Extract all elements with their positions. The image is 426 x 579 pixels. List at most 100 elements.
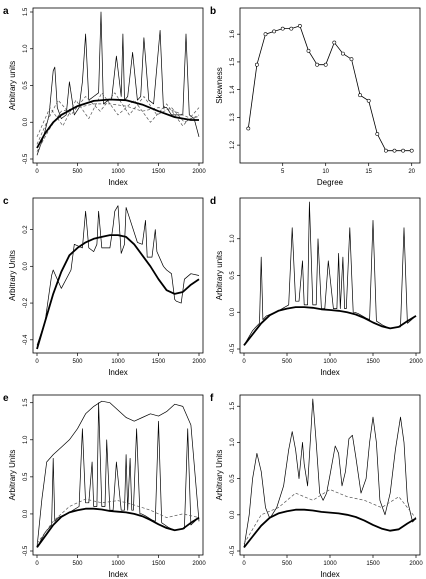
- data-point: [358, 93, 363, 98]
- series-line-thick: [36, 507, 200, 548]
- y-tick-label: -0.4: [23, 334, 29, 345]
- x-tick-label: 500: [282, 561, 293, 567]
- x-tick-label: 10: [322, 169, 329, 175]
- x-tick-label: 0: [242, 561, 246, 567]
- y-tick-label: -0.5: [23, 545, 29, 556]
- y-tick-label: 0.5: [230, 271, 236, 280]
- data-point: [349, 57, 354, 62]
- y-tick-label: 0.0: [23, 117, 29, 126]
- x-tick-label: 500: [282, 359, 293, 365]
- x-tick-label: 2000: [409, 359, 423, 365]
- series-line-dashed: [36, 498, 200, 544]
- series-line-thick: [36, 98, 199, 149]
- x-tick-label: 0: [242, 359, 246, 365]
- y-tick-label: 0.5: [230, 474, 236, 483]
- x-axis-label: Index: [108, 368, 128, 377]
- data-point: [383, 148, 388, 153]
- x-axis-label: Index: [320, 570, 340, 579]
- series-line-thin: [36, 402, 200, 548]
- y-tick-label: 0.0: [230, 307, 236, 316]
- y-tick-label: 1.4: [230, 85, 236, 94]
- y-axis-label: Skewness: [215, 67, 224, 103]
- data-point: [401, 148, 406, 153]
- data-point: [375, 132, 380, 136]
- plot-area: [243, 201, 417, 346]
- data-point: [332, 40, 337, 45]
- x-tick-label: 2000: [409, 561, 423, 567]
- series-line: [247, 25, 412, 152]
- x-tick-label: 1000: [111, 561, 125, 567]
- panel-letter: a: [3, 6, 9, 17]
- y-tick-label: 0.0: [230, 510, 236, 519]
- y-axis-label: Arbitrary Units: [8, 250, 17, 301]
- y-tick-label: 1.6: [230, 29, 236, 38]
- x-tick-label: 20: [408, 169, 415, 175]
- y-tick-label: -0.5: [230, 343, 236, 354]
- y-tick-label: 1.0: [23, 44, 29, 53]
- data-point: [263, 32, 268, 37]
- plot-area: [36, 11, 200, 156]
- series-line-thin: [243, 398, 417, 548]
- x-tick-label: 1000: [111, 359, 125, 365]
- series-line-thick: [36, 234, 200, 350]
- y-tick-label: 0.5: [23, 472, 29, 481]
- data-point: [289, 26, 294, 31]
- x-tick-label: 1500: [152, 359, 166, 365]
- x-tick-label: 15: [365, 169, 372, 175]
- series-line-thin: [243, 201, 417, 346]
- x-tick-label: 5: [281, 169, 285, 175]
- y-tick-label: 1.5: [23, 398, 29, 407]
- x-tick-label: 0: [35, 561, 39, 567]
- x-axis-label: Degree: [317, 178, 344, 187]
- x-axis-label: Index: [108, 570, 128, 579]
- x-tick-label: 2000: [192, 169, 206, 175]
- x-tick-label: 1000: [111, 169, 125, 175]
- panel-letter: d: [210, 196, 216, 207]
- plot-area: [36, 400, 200, 548]
- x-tick-label: 1500: [366, 359, 380, 365]
- x-tick-label: 1000: [323, 359, 337, 365]
- panel-b: b 5 10 15 20 1.2 1.3 1.4 1.5 1.6 Degree Skewness: [210, 6, 421, 187]
- panel-letter: b: [210, 6, 216, 17]
- data-point: [366, 98, 371, 103]
- series-line-dashed: [243, 489, 417, 544]
- y-tick-label: 0.0: [23, 261, 29, 270]
- x-tick-label: 1500: [152, 169, 166, 175]
- panel-letter: f: [210, 393, 214, 404]
- x-axis-label: Index: [108, 178, 128, 187]
- x-tick-label: 1500: [366, 561, 380, 567]
- data-point: [272, 29, 277, 34]
- x-tick-label: 500: [72, 169, 83, 175]
- y-tick-label: -0.5: [230, 545, 236, 556]
- series-line-thin: [36, 400, 200, 548]
- x-tick-label: 2000: [192, 561, 206, 567]
- y-tick-label: -0.5: [23, 153, 29, 164]
- series-line-thin: [36, 11, 200, 156]
- plot-frame: [32, 7, 204, 164]
- y-axis-label: Arbitrary units: [8, 61, 17, 110]
- y-tick-label: 1.5: [230, 57, 236, 66]
- x-tick-label: 2000: [192, 359, 206, 365]
- y-tick-label: 1.5: [230, 401, 236, 410]
- y-tick-label: 1.0: [230, 234, 236, 243]
- data-point: [297, 23, 302, 28]
- x-tick-label: 500: [72, 561, 83, 567]
- plot-area: [243, 398, 417, 548]
- data-point: [306, 48, 311, 53]
- y-tick-label: 0.2: [23, 225, 29, 234]
- data-point: [409, 148, 414, 153]
- series-line-dashed: [36, 92, 200, 138]
- y-axis-label: Arbitrary Units: [215, 450, 224, 501]
- series-line-thick: [243, 508, 417, 548]
- y-tick-label: 0.0: [23, 509, 29, 518]
- plot-frame: [239, 7, 421, 164]
- panel-letter: c: [3, 196, 9, 207]
- data-point: [315, 62, 320, 67]
- data-point: [323, 62, 328, 67]
- y-tick-label: 1.3: [230, 113, 236, 122]
- y-tick-label: -0.2: [23, 297, 29, 308]
- x-tick-label: 1000: [323, 561, 337, 567]
- data-point: [254, 62, 259, 67]
- panel-d: d 0 500 1000 1500 2000 -0.5 0.0 0.5 1.0 Index Arbit…: [210, 196, 423, 377]
